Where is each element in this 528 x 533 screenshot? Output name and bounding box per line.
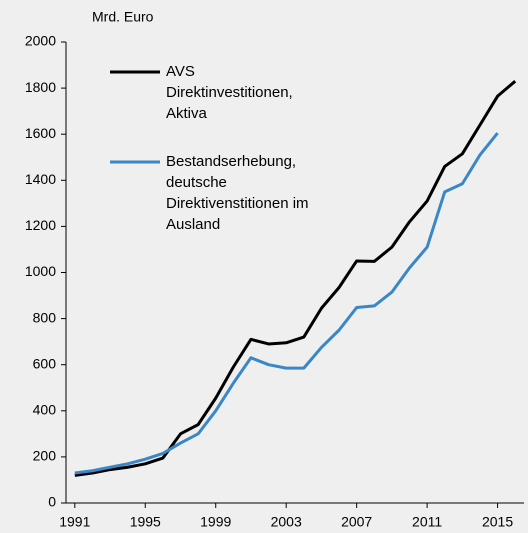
legend-label: Bestandserhebung, deutsche Direktivensti… — [166, 153, 309, 233]
y-tick-label: 800 — [33, 309, 57, 325]
x-tick-label: 1999 — [200, 514, 231, 530]
x-tick-label: 1991 — [59, 514, 90, 530]
y-tick-label: 400 — [33, 402, 57, 418]
y-tick-label: 0 — [48, 494, 56, 510]
y-tick-label: 1800 — [25, 79, 56, 95]
y-tick-label: 1000 — [25, 263, 56, 279]
legend-label: AVS Direktinvestitionen, Aktiva — [166, 63, 293, 122]
y-tick-label: 1200 — [25, 217, 56, 233]
series-line — [74, 80, 517, 477]
y-tick-label: 200 — [33, 448, 57, 464]
y-tick-label: 1600 — [25, 125, 56, 141]
series-line — [74, 132, 499, 475]
x-tick-label: 2003 — [271, 514, 302, 530]
x-tick-label: 1995 — [130, 514, 161, 530]
x-tick-label: 2015 — [482, 514, 513, 530]
y-tick-label: 1400 — [25, 171, 56, 187]
y-tick-label: 600 — [33, 355, 57, 371]
x-tick-label: 2011 — [412, 514, 442, 530]
x-tick-label: 2007 — [341, 514, 372, 530]
y-axis-label: Mrd. Euro — [92, 9, 154, 25]
y-tick-label: 2000 — [25, 33, 56, 49]
